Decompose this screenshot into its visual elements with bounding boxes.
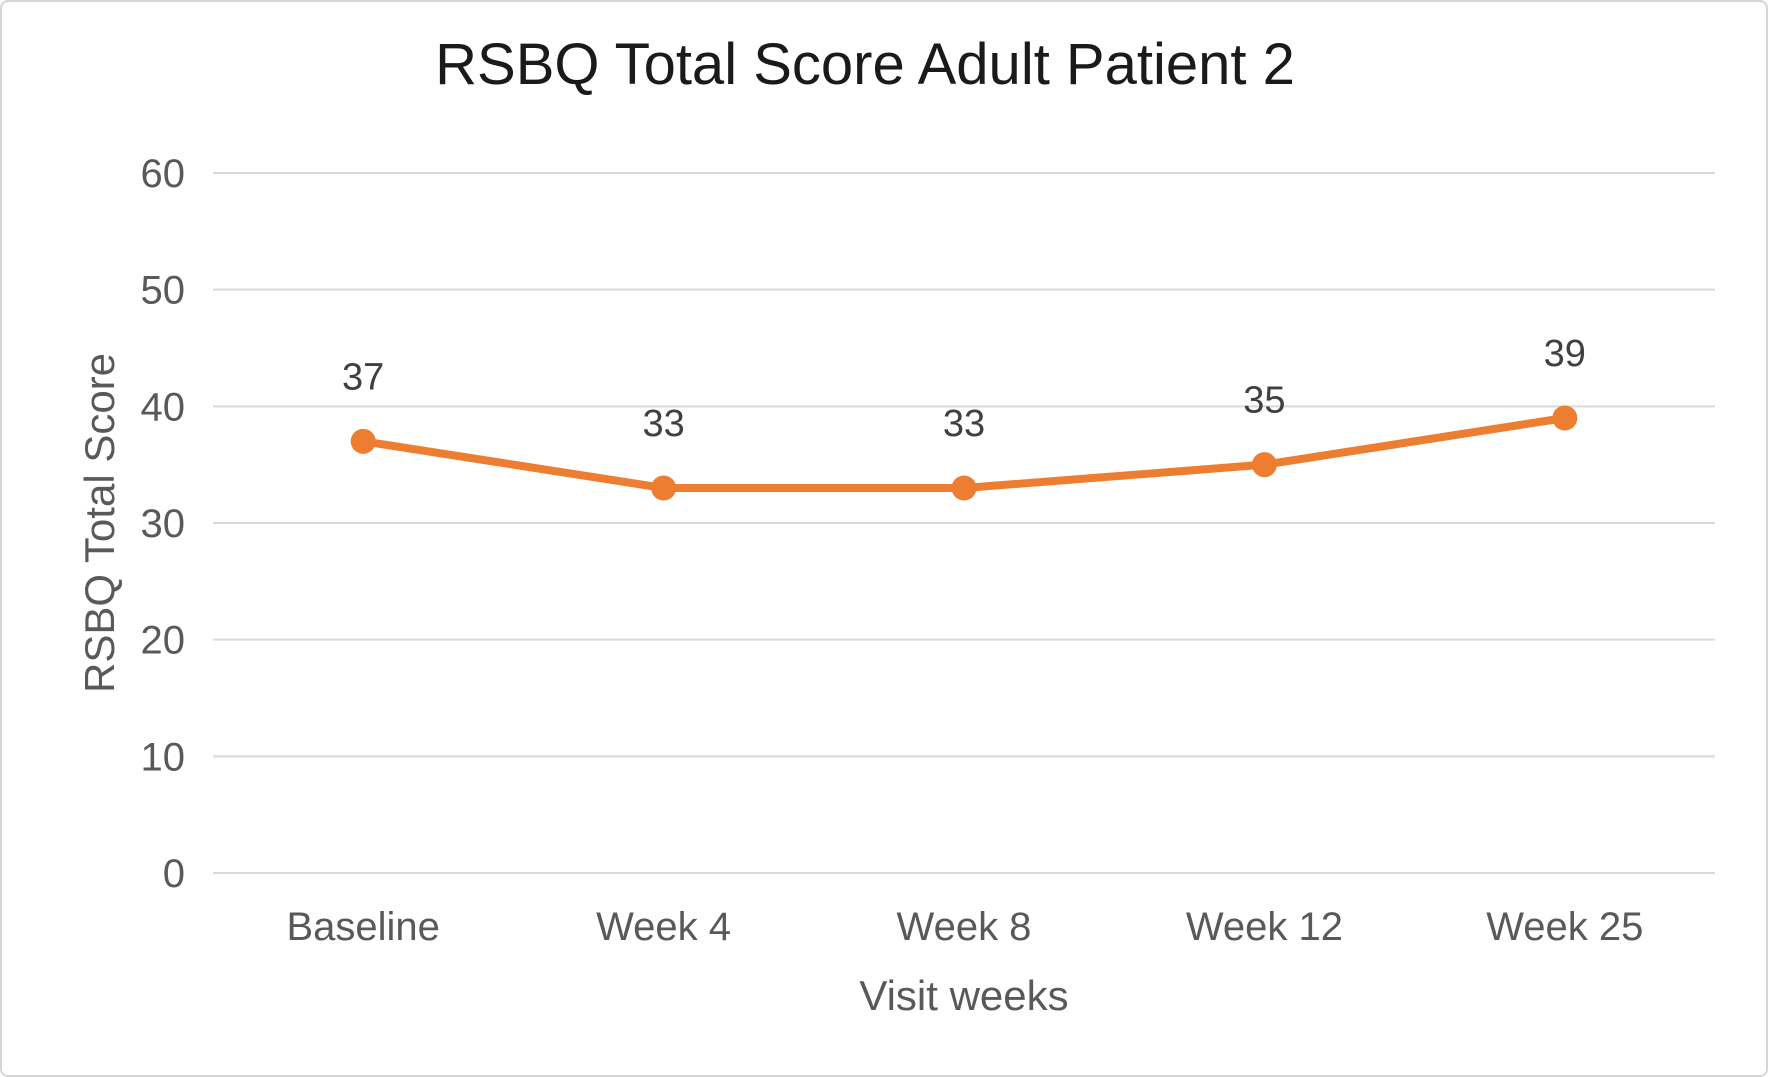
y-tick-label: 40 [141, 385, 186, 429]
y-tick-label: 30 [141, 502, 186, 546]
data-point-marker [350, 428, 376, 454]
data-point-label: 37 [342, 356, 384, 398]
data-point-marker [1251, 452, 1277, 478]
data-labels-group: 37 33 33 35 39 [342, 333, 1586, 445]
data-point-marker [651, 475, 677, 501]
y-tick-label: 60 [141, 152, 186, 196]
gridlines-group [213, 172, 1715, 874]
data-point-marker [1552, 405, 1578, 431]
x-tick-label: Baseline [286, 905, 439, 949]
x-tick-label: Week 8 [897, 905, 1032, 949]
data-point-marker [951, 475, 977, 501]
y-tick-label: 10 [141, 735, 186, 779]
x-tick-label: Week 12 [1186, 905, 1343, 949]
data-point-label: 33 [642, 403, 684, 445]
data-point-label: 33 [943, 403, 985, 445]
data-point-label: 35 [1243, 380, 1285, 422]
x-tick-label: Week 4 [596, 905, 731, 949]
y-tick-label: 0 [163, 852, 185, 896]
y-tick-label: 20 [141, 619, 186, 663]
chart-title: RSBQ Total Score Adult Patient 2 [435, 32, 1295, 97]
x-tick-labels-group: Baseline Week 4 Week 8 Week 12 Week 25 [286, 905, 1643, 949]
x-tick-label: Week 25 [1486, 905, 1643, 949]
series-group [350, 405, 1578, 501]
y-tick-labels-group: 0 10 20 30 40 50 60 [141, 152, 186, 896]
y-tick-label: 50 [141, 269, 186, 313]
data-point-label: 39 [1544, 333, 1586, 375]
x-axis-title: Visit weeks [859, 972, 1069, 1019]
